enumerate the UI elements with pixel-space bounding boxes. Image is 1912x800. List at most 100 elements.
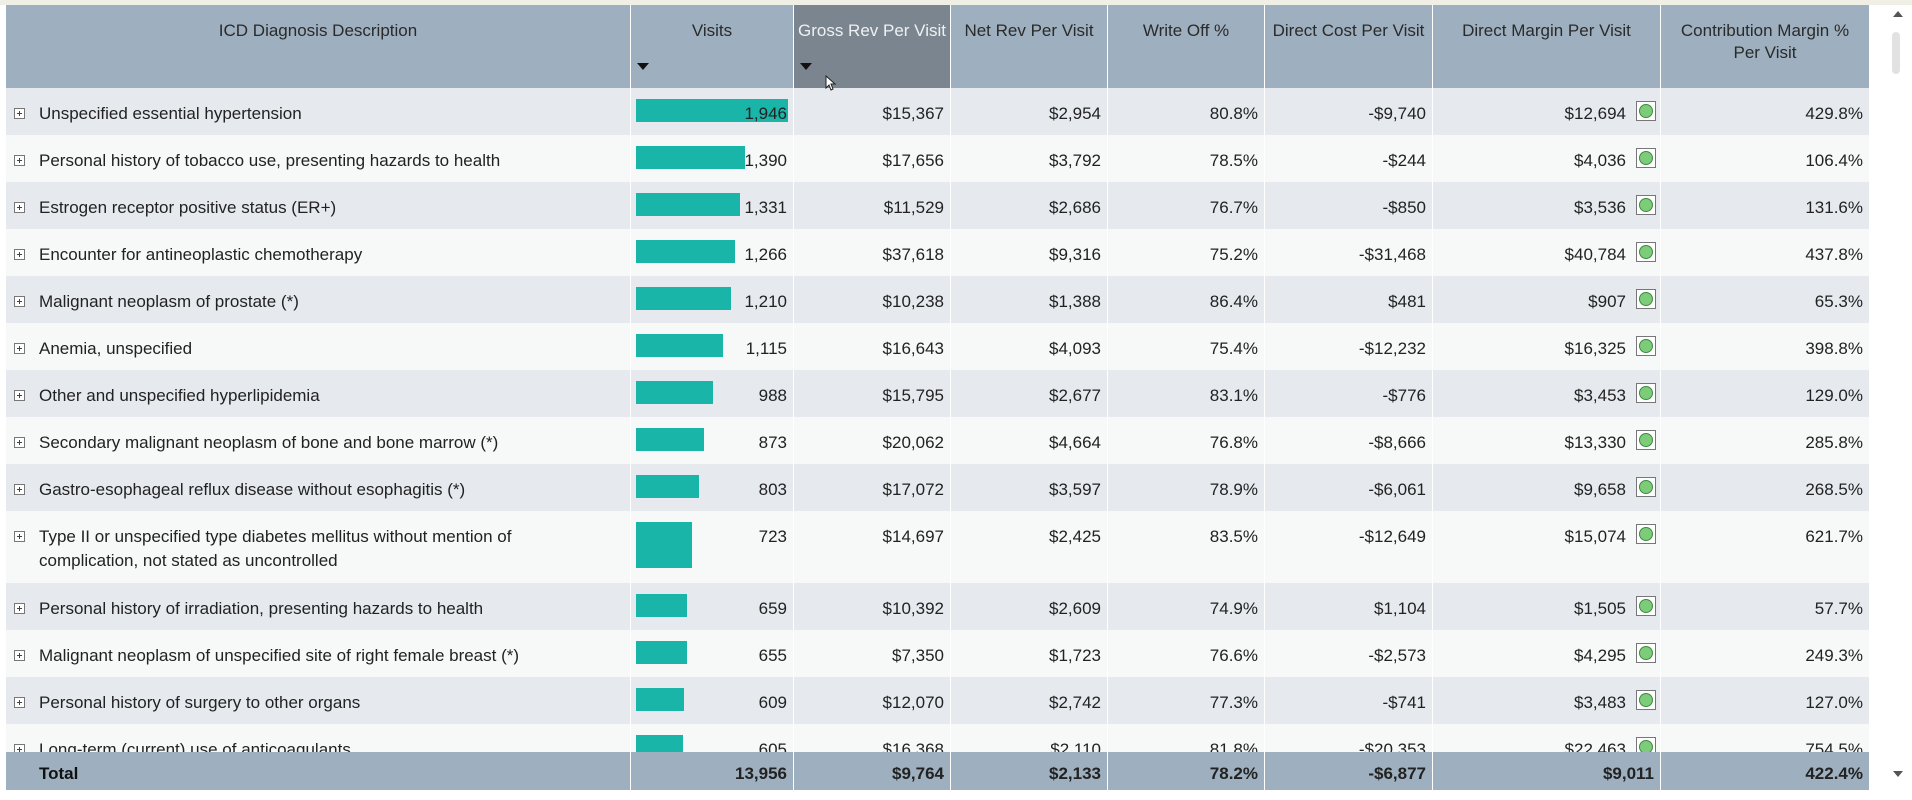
vertical-scrollbar[interactable] — [1886, 5, 1910, 790]
green-circle-indicator-icon — [1636, 289, 1656, 309]
sort-descending-icon[interactable] — [637, 63, 649, 70]
expand-plus-icon[interactable] — [14, 249, 25, 260]
net-rev-value: $2,686 — [1049, 198, 1101, 217]
expand-plus-icon[interactable] — [14, 437, 25, 448]
net-rev-cell: $9,316 — [951, 229, 1108, 276]
net-rev-cell: $1,723 — [951, 630, 1108, 677]
table-row[interactable]: Estrogen receptor positive status (ER+) 1… — [6, 182, 1870, 229]
table-row[interactable]: Unspecified essential hypertension 1,946 $… — [6, 88, 1870, 135]
direct-margin-cell: $9,658 — [1433, 464, 1661, 511]
description-cell: Unspecified essential hypertension — [6, 88, 631, 135]
direct-margin-value: $22,463 — [1564, 740, 1626, 752]
col-header-direct-cost[interactable]: Direct Cost Per Visit — [1265, 5, 1433, 88]
diagnosis-description: Malignant neoplasm of unspecified site o… — [39, 646, 520, 665]
total-label: Total — [39, 764, 79, 783]
table-row[interactable]: Other and unspecified hyperlipidemia 988 $… — [6, 370, 1870, 417]
direct-margin-cell: $3,483 — [1433, 677, 1661, 724]
expand-plus-icon[interactable] — [14, 650, 25, 661]
visits-cell: 659 — [631, 583, 794, 630]
direct-cost-cell: $481 — [1265, 276, 1433, 323]
col-header-write-off[interactable]: Write Off % — [1108, 5, 1265, 88]
write-off-value: 77.3% — [1209, 693, 1258, 712]
net-rev-value: $2,677 — [1049, 386, 1101, 405]
direct-margin-value: $3,453 — [1574, 386, 1626, 405]
visits-cell: 723 — [631, 511, 794, 583]
diagnosis-description: Gastro-esophageal reflux disease without… — [39, 480, 466, 499]
expand-plus-icon[interactable] — [14, 202, 25, 213]
sort-descending-icon[interactable] — [800, 63, 812, 70]
expand-plus-icon[interactable] — [14, 484, 25, 495]
col-header-visits[interactable]: Visits — [631, 5, 794, 88]
gross-rev-value: $15,795 — [882, 386, 944, 405]
expand-plus-icon[interactable] — [14, 390, 25, 401]
gross-rev-value: $17,072 — [882, 480, 944, 499]
direct-margin-cell: $16,325 — [1433, 323, 1661, 370]
gross-rev-value: $17,656 — [882, 151, 944, 170]
green-circle-indicator-icon — [1636, 101, 1656, 121]
visits-value: 655 — [758, 646, 787, 665]
visits-value: 1,210 — [744, 292, 787, 311]
green-circle-indicator-icon — [1636, 690, 1656, 710]
expand-plus-icon[interactable] — [14, 531, 25, 542]
contribution-margin-value: 429.8% — [1805, 104, 1863, 123]
write-off-value: 74.9% — [1209, 599, 1258, 618]
gross-rev-value: $10,392 — [882, 599, 944, 618]
col-header-direct-margin[interactable]: Direct Margin Per Visit — [1433, 5, 1661, 88]
direct-margin-cell: $15,074 — [1433, 511, 1661, 583]
col-header-contribution-margin[interactable]: Contribution Margin % Per Visit — [1661, 5, 1870, 88]
green-circle-indicator-icon — [1636, 383, 1656, 403]
gross-rev-value: $10,238 — [882, 292, 944, 311]
visits-value: 1,946 — [744, 104, 787, 123]
total-gross-rev: $9,764 — [892, 764, 944, 783]
expand-plus-icon[interactable] — [14, 744, 25, 752]
net-rev-value: $2,110 — [1050, 740, 1101, 752]
gross-rev-cell: $12,070 — [794, 677, 951, 724]
green-circle-indicator-icon — [1636, 336, 1656, 356]
net-rev-cell: $2,609 — [951, 583, 1108, 630]
direct-margin-cell: $40,784 — [1433, 229, 1661, 276]
contribution-margin-cell: 65.3% — [1661, 276, 1870, 323]
visits-value: 803 — [758, 480, 787, 499]
table-row[interactable]: Personal history of surgery to other org… — [6, 677, 1870, 724]
net-rev-value: $1,723 — [1049, 646, 1101, 665]
write-off-value: 81.8% — [1209, 740, 1258, 752]
direct-margin-value: $16,325 — [1564, 339, 1626, 358]
table-row[interactable]: Encounter for antineoplastic chemotherap… — [6, 229, 1870, 276]
expand-plus-icon[interactable] — [14, 155, 25, 166]
direct-cost-value: -$244 — [1382, 151, 1426, 170]
col-header-gross-rev[interactable]: Gross Rev Per Visit — [794, 5, 951, 88]
net-rev-value: $2,609 — [1049, 599, 1101, 618]
col-header-description[interactable]: ICD Diagnosis Description — [6, 5, 631, 88]
table-row[interactable]: Anemia, unspecified 1,115 $16,643 $4,093 75.… — [6, 323, 1870, 370]
direct-cost-value: -$9,740 — [1368, 104, 1426, 123]
net-rev-cell: $2,425 — [951, 511, 1108, 583]
table-row[interactable]: Malignant neoplasm of unspecified site o… — [6, 630, 1870, 677]
table-row[interactable]: Type II or unspecified type diabetes mel… — [6, 511, 1870, 583]
direct-margin-value: $4,036 — [1574, 151, 1626, 170]
green-circle-indicator-icon — [1636, 195, 1656, 215]
table-row[interactable]: Long-term (current) use of anticoagulant… — [6, 724, 1870, 752]
visits-cell: 988 — [631, 370, 794, 417]
green-circle-indicator-icon — [1636, 477, 1656, 497]
table-row[interactable]: Malignant neoplasm of prostate (*) 1,210 $… — [6, 276, 1870, 323]
scroll-thumb[interactable] — [1892, 32, 1900, 74]
expand-plus-icon[interactable] — [14, 697, 25, 708]
gross-rev-value: $14,697 — [882, 527, 944, 546]
gross-rev-value: $12,070 — [882, 693, 944, 712]
expand-plus-icon[interactable] — [14, 603, 25, 614]
expand-plus-icon[interactable] — [14, 296, 25, 307]
table-row[interactable]: Gastro-esophageal reflux disease without… — [6, 464, 1870, 511]
contribution-margin-cell: 621.7% — [1661, 511, 1870, 583]
col-header-net-rev[interactable]: Net Rev Per Visit — [951, 5, 1108, 88]
net-rev-value: $2,954 — [1049, 104, 1101, 123]
expand-plus-icon[interactable] — [14, 343, 25, 354]
visits-cell: 873 — [631, 417, 794, 464]
scroll-down-arrow-icon[interactable] — [1893, 771, 1903, 777]
table-row[interactable]: Personal history of irradiation, present… — [6, 583, 1870, 630]
scroll-up-arrow-icon[interactable] — [1893, 11, 1903, 17]
table-row[interactable]: Personal history of tobacco use, present… — [6, 135, 1870, 182]
table-row[interactable]: Secondary malignant neoplasm of bone and… — [6, 417, 1870, 464]
contribution-margin-value: 106.4% — [1805, 151, 1863, 170]
expand-plus-icon[interactable] — [14, 108, 25, 119]
contribution-margin-value: 57.7% — [1814, 599, 1863, 618]
